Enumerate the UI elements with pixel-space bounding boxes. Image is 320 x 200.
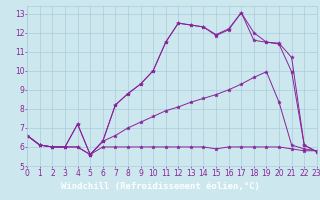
Text: Windchill (Refroidissement éolien,°C): Windchill (Refroidissement éolien,°C) — [60, 182, 260, 192]
